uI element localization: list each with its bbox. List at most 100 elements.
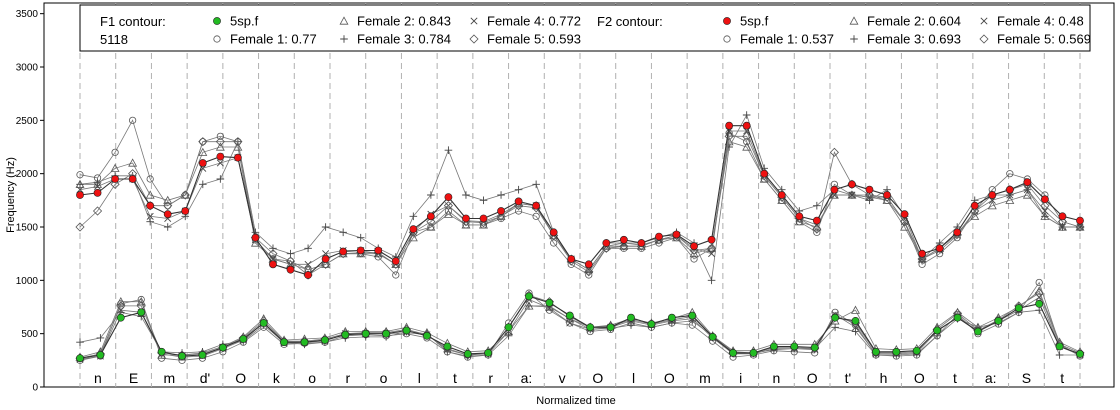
data-point xyxy=(672,230,681,239)
data-point xyxy=(865,185,874,194)
series-layer xyxy=(75,111,1085,364)
segment-label: t xyxy=(453,370,457,386)
legend-marker xyxy=(723,35,731,43)
data-point xyxy=(286,265,295,274)
legend-marker xyxy=(849,16,859,25)
data-point xyxy=(129,116,137,124)
data-point xyxy=(883,191,891,199)
data-point xyxy=(504,332,513,340)
data-point xyxy=(795,212,804,221)
data-point xyxy=(391,257,400,266)
data-point xyxy=(689,249,699,258)
legend-marker xyxy=(469,34,479,44)
data-point xyxy=(900,222,910,231)
data-point xyxy=(1058,223,1066,231)
data-point xyxy=(647,320,656,328)
data-point xyxy=(136,297,146,306)
segment-label: o xyxy=(308,370,316,386)
data-point xyxy=(496,211,506,221)
data-point xyxy=(504,323,513,332)
segment-label: d' xyxy=(200,370,210,386)
data-point xyxy=(443,201,453,211)
segment-label: l xyxy=(418,370,421,386)
data-point xyxy=(478,218,489,228)
data-point xyxy=(606,323,615,332)
data-point xyxy=(532,212,540,220)
data-point xyxy=(933,326,942,335)
data-point xyxy=(514,197,523,206)
legend-label: Female 4: 0.48 xyxy=(997,14,1084,29)
data-point xyxy=(110,179,120,189)
legend-label: Female 1: 0.537 xyxy=(740,32,834,47)
segment-label: t xyxy=(953,370,957,386)
data-point xyxy=(742,121,751,130)
data-point xyxy=(584,260,593,269)
data-point xyxy=(304,260,312,268)
data-point xyxy=(525,292,533,301)
legend-label: Female 4: 0.772 xyxy=(487,14,581,29)
data-point xyxy=(462,214,470,223)
legend-label: 5sp.f xyxy=(740,14,769,29)
segment-label: t xyxy=(1060,370,1064,386)
segment-label: O xyxy=(235,370,246,386)
data-point xyxy=(532,180,540,189)
data-point xyxy=(116,297,126,306)
data-point xyxy=(848,191,856,199)
data-point xyxy=(146,212,154,220)
data-point xyxy=(382,329,391,338)
data-point xyxy=(76,180,84,189)
legend-marker xyxy=(340,35,348,43)
data-point xyxy=(199,180,207,189)
data-point xyxy=(497,191,505,199)
data-point xyxy=(619,241,629,251)
data-point xyxy=(280,338,288,347)
data-point xyxy=(146,201,155,210)
data-point xyxy=(259,319,268,327)
series-F1-main xyxy=(76,292,1084,363)
data-point xyxy=(1075,222,1085,232)
data-point xyxy=(239,335,248,343)
segment-label: t' xyxy=(845,370,852,386)
data-point xyxy=(96,351,105,359)
data-point xyxy=(163,201,173,211)
data-point xyxy=(461,220,471,229)
data-point xyxy=(1006,170,1014,178)
data-point xyxy=(321,259,331,269)
data-point xyxy=(1055,342,1064,351)
segment-label: k xyxy=(273,370,281,386)
data-point xyxy=(233,153,242,162)
data-point xyxy=(250,238,260,247)
data-point xyxy=(463,350,472,358)
data-point xyxy=(760,169,769,178)
data-point xyxy=(178,352,186,360)
segment-label: m xyxy=(699,370,711,386)
data-point xyxy=(356,233,365,242)
data-point xyxy=(300,338,309,347)
data-point xyxy=(339,247,348,256)
data-point xyxy=(566,319,574,327)
data-point xyxy=(1005,195,1015,204)
data-point xyxy=(484,348,493,357)
data-point xyxy=(137,308,146,317)
data-point xyxy=(690,242,698,251)
data-point xyxy=(361,329,370,338)
data-point xyxy=(215,137,225,147)
segment-label: l xyxy=(632,370,635,386)
data-point xyxy=(285,256,296,266)
data-point xyxy=(116,301,126,311)
data-point xyxy=(667,313,676,322)
data-point xyxy=(426,212,435,221)
data-point xyxy=(742,142,752,151)
data-point xyxy=(900,210,909,219)
data-point xyxy=(215,142,225,151)
data-point xyxy=(216,132,224,140)
data-point xyxy=(829,147,839,157)
data-point xyxy=(93,188,102,197)
data-point xyxy=(76,338,84,346)
legend-entries: 5sp.f Female 1: 0.77 Female 2: 0.843 Female… xyxy=(213,14,1091,47)
data-point xyxy=(545,298,554,307)
segment-label: n xyxy=(773,370,781,386)
data-point xyxy=(427,191,435,199)
